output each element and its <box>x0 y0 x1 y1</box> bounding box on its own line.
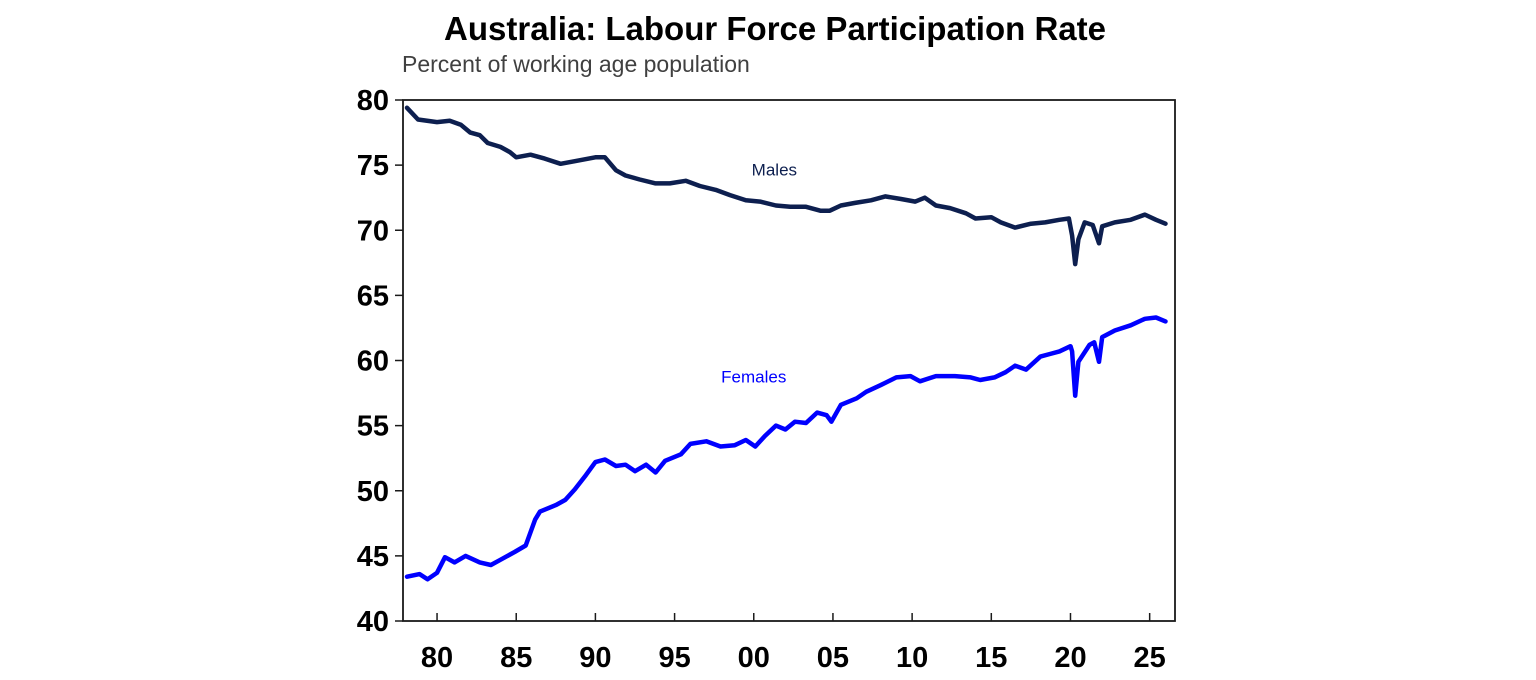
x-tick-label: 10 <box>896 642 928 674</box>
y-tick-label: 80 <box>357 85 389 117</box>
series-layer <box>404 105 1168 582</box>
y-tick-label: 45 <box>357 541 389 573</box>
x-axis: 80 85 90 95 00 05 10 15 20 25 <box>421 613 1166 674</box>
x-tick-label: 85 <box>500 642 532 674</box>
chart-title: Australia: Labour Force Participation Ra… <box>444 10 1106 47</box>
x-tick-label: 00 <box>738 642 770 674</box>
x-tick-label: 15 <box>975 642 1007 674</box>
y-axis: 40 45 50 55 60 65 70 75 80 <box>357 85 403 638</box>
y-tick-label: 60 <box>357 346 389 378</box>
x-tick-label: 90 <box>579 642 611 674</box>
x-tick-label: 05 <box>817 642 849 674</box>
series-labels: Males Females <box>721 161 797 387</box>
x-tick-label: 25 <box>1134 642 1166 674</box>
series-line-females <box>404 315 1168 582</box>
series-label-females: Females <box>721 368 786 387</box>
x-tick-label: 95 <box>658 642 690 674</box>
series-line-males <box>404 105 1168 267</box>
y-tick-label: 75 <box>357 150 389 182</box>
x-tick-label: 80 <box>421 642 453 674</box>
y-tick-label: 70 <box>357 215 389 247</box>
y-tick-label: 40 <box>357 606 389 638</box>
series-label-males: Males <box>752 161 797 180</box>
chart-subtitle: Percent of working age population <box>402 51 750 77</box>
x-tick-label: 20 <box>1054 642 1086 674</box>
y-tick-label: 55 <box>357 411 389 443</box>
y-tick-label: 65 <box>357 280 389 312</box>
plot-frame <box>402 99 1176 622</box>
y-tick-label: 50 <box>357 476 389 508</box>
